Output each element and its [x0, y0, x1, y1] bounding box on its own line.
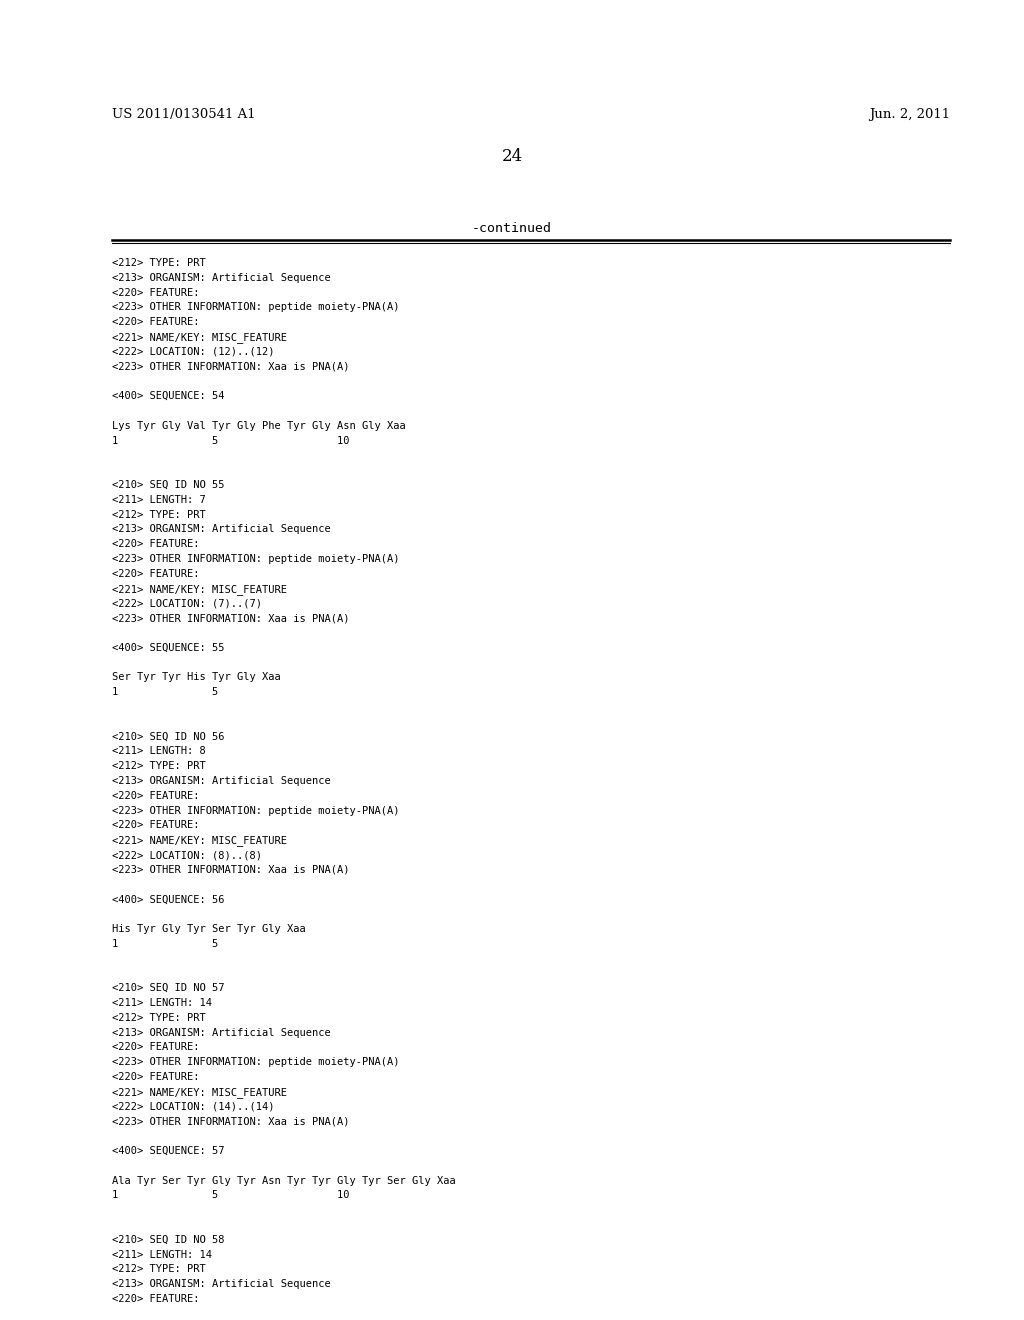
Text: <210> SEQ ID NO 58: <210> SEQ ID NO 58 [112, 1234, 224, 1245]
Text: <213> ORGANISM: Artificial Sequence: <213> ORGANISM: Artificial Sequence [112, 273, 331, 282]
Text: Ala Tyr Ser Tyr Gly Tyr Asn Tyr Tyr Gly Tyr Ser Gly Xaa: Ala Tyr Ser Tyr Gly Tyr Asn Tyr Tyr Gly … [112, 1176, 456, 1185]
Text: <212> TYPE: PRT: <212> TYPE: PRT [112, 762, 206, 771]
Text: <212> TYPE: PRT: <212> TYPE: PRT [112, 1265, 206, 1274]
Text: US 2011/0130541 A1: US 2011/0130541 A1 [112, 108, 256, 121]
Text: <223> OTHER INFORMATION: peptide moiety-PNA(A): <223> OTHER INFORMATION: peptide moiety-… [112, 805, 399, 816]
Text: <223> OTHER INFORMATION: Xaa is PNA(A): <223> OTHER INFORMATION: Xaa is PNA(A) [112, 865, 349, 875]
Text: <220> FEATURE:: <220> FEATURE: [112, 1072, 200, 1082]
Text: <223> OTHER INFORMATION: peptide moiety-PNA(A): <223> OTHER INFORMATION: peptide moiety-… [112, 1057, 399, 1067]
Text: <211> LENGTH: 14: <211> LENGTH: 14 [112, 1250, 212, 1259]
Text: <213> ORGANISM: Artificial Sequence: <213> ORGANISM: Artificial Sequence [112, 524, 331, 535]
Text: <222> LOCATION: (14)..(14): <222> LOCATION: (14)..(14) [112, 1102, 274, 1111]
Text: <212> TYPE: PRT: <212> TYPE: PRT [112, 257, 206, 268]
Text: 24: 24 [502, 148, 522, 165]
Text: 1               5: 1 5 [112, 688, 218, 697]
Text: -continued: -continued [472, 222, 552, 235]
Text: 1               5                   10: 1 5 10 [112, 436, 349, 446]
Text: <220> FEATURE:: <220> FEATURE: [112, 1294, 200, 1304]
Text: <210> SEQ ID NO 55: <210> SEQ ID NO 55 [112, 480, 224, 490]
Text: <221> NAME/KEY: MISC_FEATURE: <221> NAME/KEY: MISC_FEATURE [112, 583, 287, 594]
Text: <211> LENGTH: 8: <211> LENGTH: 8 [112, 746, 206, 756]
Text: <222> LOCATION: (7)..(7): <222> LOCATION: (7)..(7) [112, 598, 262, 609]
Text: <210> SEQ ID NO 57: <210> SEQ ID NO 57 [112, 983, 224, 993]
Text: <400> SEQUENCE: 55: <400> SEQUENCE: 55 [112, 643, 224, 653]
Text: <210> SEQ ID NO 56: <210> SEQ ID NO 56 [112, 731, 224, 742]
Text: <223> OTHER INFORMATION: peptide moiety-PNA(A): <223> OTHER INFORMATION: peptide moiety-… [112, 302, 399, 313]
Text: <220> FEATURE:: <220> FEATURE: [112, 569, 200, 578]
Text: Ser Tyr Tyr His Tyr Gly Xaa: Ser Tyr Tyr His Tyr Gly Xaa [112, 672, 281, 682]
Text: <400> SEQUENCE: 54: <400> SEQUENCE: 54 [112, 391, 224, 401]
Text: <223> OTHER INFORMATION: Xaa is PNA(A): <223> OTHER INFORMATION: Xaa is PNA(A) [112, 1117, 349, 1126]
Text: <212> TYPE: PRT: <212> TYPE: PRT [112, 510, 206, 520]
Text: <220> FEATURE:: <220> FEATURE: [112, 539, 200, 549]
Text: Lys Tyr Gly Val Tyr Gly Phe Tyr Gly Asn Gly Xaa: Lys Tyr Gly Val Tyr Gly Phe Tyr Gly Asn … [112, 421, 406, 430]
Text: His Tyr Gly Tyr Ser Tyr Gly Xaa: His Tyr Gly Tyr Ser Tyr Gly Xaa [112, 924, 306, 935]
Text: <212> TYPE: PRT: <212> TYPE: PRT [112, 1012, 206, 1023]
Text: 1               5: 1 5 [112, 939, 218, 949]
Text: <220> FEATURE:: <220> FEATURE: [112, 1043, 200, 1052]
Text: <400> SEQUENCE: 56: <400> SEQUENCE: 56 [112, 895, 224, 904]
Text: <211> LENGTH: 7: <211> LENGTH: 7 [112, 495, 206, 504]
Text: <223> OTHER INFORMATION: peptide moiety-PNA(A): <223> OTHER INFORMATION: peptide moiety-… [112, 554, 399, 564]
Text: <222> LOCATION: (8)..(8): <222> LOCATION: (8)..(8) [112, 850, 262, 861]
Text: <223> OTHER INFORMATION: Xaa is PNA(A): <223> OTHER INFORMATION: Xaa is PNA(A) [112, 614, 349, 623]
Text: <221> NAME/KEY: MISC_FEATURE: <221> NAME/KEY: MISC_FEATURE [112, 836, 287, 846]
Text: <220> FEATURE:: <220> FEATURE: [112, 821, 200, 830]
Text: 1               5                   10: 1 5 10 [112, 1191, 349, 1200]
Text: <211> LENGTH: 14: <211> LENGTH: 14 [112, 998, 212, 1008]
Text: <221> NAME/KEY: MISC_FEATURE: <221> NAME/KEY: MISC_FEATURE [112, 333, 287, 343]
Text: <220> FEATURE:: <220> FEATURE: [112, 288, 200, 297]
Text: <213> ORGANISM: Artificial Sequence: <213> ORGANISM: Artificial Sequence [112, 1027, 331, 1038]
Text: <223> OTHER INFORMATION: Xaa is PNA(A): <223> OTHER INFORMATION: Xaa is PNA(A) [112, 362, 349, 372]
Text: <213> ORGANISM: Artificial Sequence: <213> ORGANISM: Artificial Sequence [112, 1279, 331, 1290]
Text: <213> ORGANISM: Artificial Sequence: <213> ORGANISM: Artificial Sequence [112, 776, 331, 785]
Text: <220> FEATURE:: <220> FEATURE: [112, 317, 200, 327]
Text: <400> SEQUENCE: 57: <400> SEQUENCE: 57 [112, 1146, 224, 1156]
Text: <221> NAME/KEY: MISC_FEATURE: <221> NAME/KEY: MISC_FEATURE [112, 1086, 287, 1098]
Text: <220> FEATURE:: <220> FEATURE: [112, 791, 200, 801]
Text: <222> LOCATION: (12)..(12): <222> LOCATION: (12)..(12) [112, 347, 274, 356]
Text: Jun. 2, 2011: Jun. 2, 2011 [869, 108, 950, 121]
